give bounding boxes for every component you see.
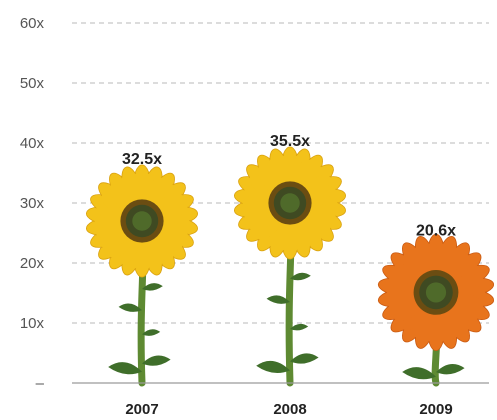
- y-tick-label: –: [36, 375, 45, 392]
- data-label-2007: 32.5x: [122, 151, 162, 168]
- sunflower-bars: 32.5x 35.5x 20.6x: [85, 133, 495, 387]
- data-label-2008: 35.5x: [270, 133, 310, 150]
- flower-center-core: [132, 211, 152, 231]
- y-tick-label: 20x: [20, 255, 45, 272]
- leaf: [402, 367, 436, 380]
- leaf: [290, 272, 311, 281]
- y-axis: – 10x 20x 30x 40x 50x 60x: [20, 15, 45, 392]
- leaf: [436, 364, 465, 375]
- flower-center-core: [280, 193, 300, 213]
- data-label-2009: 20.6x: [416, 222, 456, 239]
- leaf: [142, 283, 163, 291]
- category-label-2007: 2007: [125, 401, 158, 418]
- category-label-2009: 2009: [419, 401, 452, 418]
- leaf: [118, 303, 142, 312]
- leaf: [290, 353, 319, 364]
- y-tick-label: 10x: [20, 315, 45, 332]
- leaf: [256, 360, 290, 374]
- leaf: [108, 362, 142, 375]
- sunflower-bar-2007: 32.5x: [85, 151, 199, 387]
- sunflower-bar-2008: 35.5x: [233, 133, 347, 387]
- y-tick-label: 30x: [20, 195, 45, 212]
- flower-head: [85, 164, 199, 278]
- y-tick-label: 60x: [20, 15, 45, 32]
- flower-head: [233, 146, 347, 260]
- leaf: [266, 295, 290, 304]
- flower-head: [377, 233, 495, 352]
- leaf: [290, 323, 309, 331]
- sunflower-bar-2009: 20.6x: [377, 222, 495, 387]
- x-axis: 2007 2008 2009: [72, 382, 489, 418]
- category-label-2008: 2008: [273, 401, 306, 418]
- leaf: [142, 329, 161, 336]
- y-tick-label: 40x: [20, 135, 45, 152]
- leaf: [142, 355, 171, 366]
- y-tick-label: 50x: [20, 75, 45, 92]
- flower-center-core: [425, 282, 447, 303]
